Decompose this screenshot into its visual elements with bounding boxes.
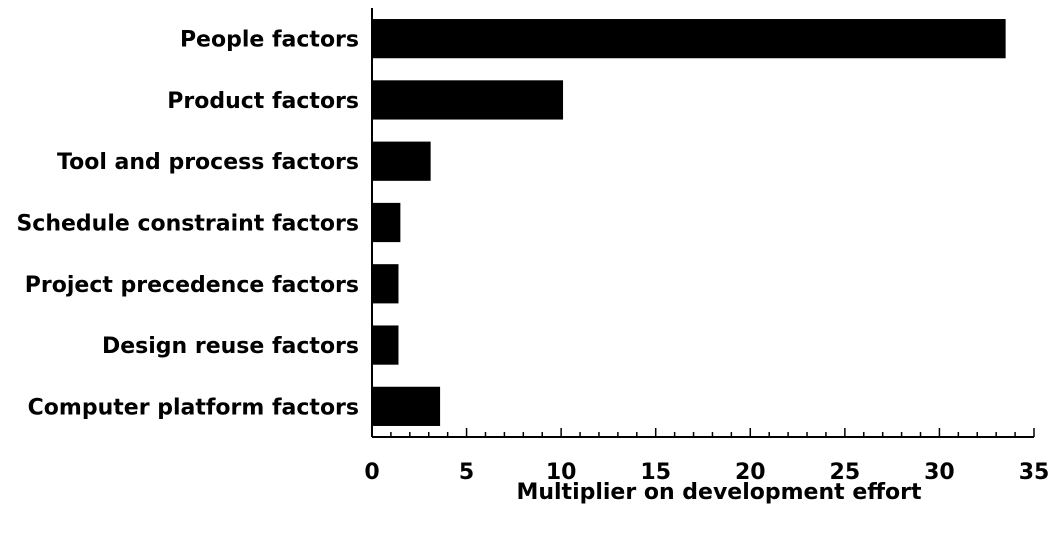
category-label: Design reuse factors: [102, 334, 359, 359]
bar-7: [372, 386, 441, 426]
category-label: Product factors: [167, 89, 359, 114]
bar-6: [372, 325, 399, 365]
category-label: Computer platform factors: [28, 395, 359, 420]
x-ticks-group: 0 5 10 15 20 25 30 35: [364, 428, 1049, 485]
x-tick-label: 35: [1019, 460, 1050, 485]
x-axis-title: Multiplier on development effort: [516, 480, 922, 505]
bar-5: [372, 264, 399, 304]
x-tick-label: 25: [830, 460, 861, 485]
x-tick-label: 15: [640, 460, 671, 485]
x-tick-label: 10: [546, 460, 577, 485]
category-labels-group: People factors Product factors Tool and pr…: [16, 28, 359, 421]
bar-1: [372, 19, 1006, 59]
bar-3: [372, 141, 431, 181]
category-label: Project precedence factors: [25, 273, 359, 298]
bars-group: [372, 19, 1006, 426]
category-label: Schedule constraint factors: [16, 212, 359, 237]
x-tick-label: 20: [735, 460, 766, 485]
bar-2: [372, 80, 564, 120]
x-tick-label: 30: [924, 460, 955, 485]
x-tick-label: 5: [459, 460, 474, 485]
x-tick-label: 0: [364, 460, 379, 485]
category-label: People factors: [180, 28, 359, 53]
bar-4: [372, 202, 401, 243]
category-label: Tool and process factors: [57, 150, 359, 175]
